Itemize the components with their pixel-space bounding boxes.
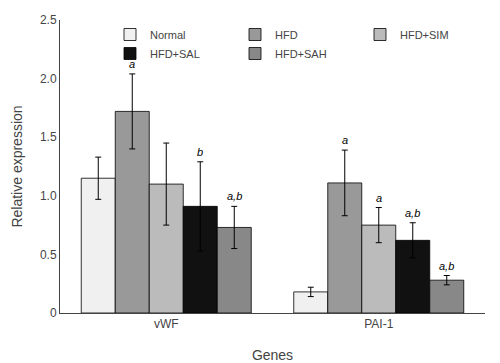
svg-text:vWF: vWF [154,317,179,331]
svg-text:a,b: a,b [405,207,420,219]
svg-text:1.0: 1.0 [40,189,57,203]
svg-text:Relative expression: Relative expression [9,105,25,227]
svg-text:HFD+SIM: HFD+SIM [400,29,449,41]
svg-text:0: 0 [50,306,57,320]
svg-text:0.5: 0.5 [40,248,57,262]
svg-text:HFD+SAH: HFD+SAH [275,48,327,60]
svg-text:a: a [342,134,348,146]
svg-text:HFD+SAL: HFD+SAL [150,48,200,60]
svg-text:b: b [197,146,203,158]
svg-text:2.0: 2.0 [40,72,57,86]
svg-text:a,b: a,b [439,260,454,272]
svg-text:HFD: HFD [275,29,298,41]
svg-text:a: a [129,58,135,70]
svg-text:Normal: Normal [150,29,185,41]
svg-text:2.5: 2.5 [40,13,57,27]
svg-text:Genes: Genes [252,347,293,363]
svg-text:1.5: 1.5 [40,130,57,144]
svg-text:a: a [376,192,382,204]
svg-text:a,b: a,b [227,190,242,202]
svg-text:PAI-1: PAI-1 [364,317,393,331]
